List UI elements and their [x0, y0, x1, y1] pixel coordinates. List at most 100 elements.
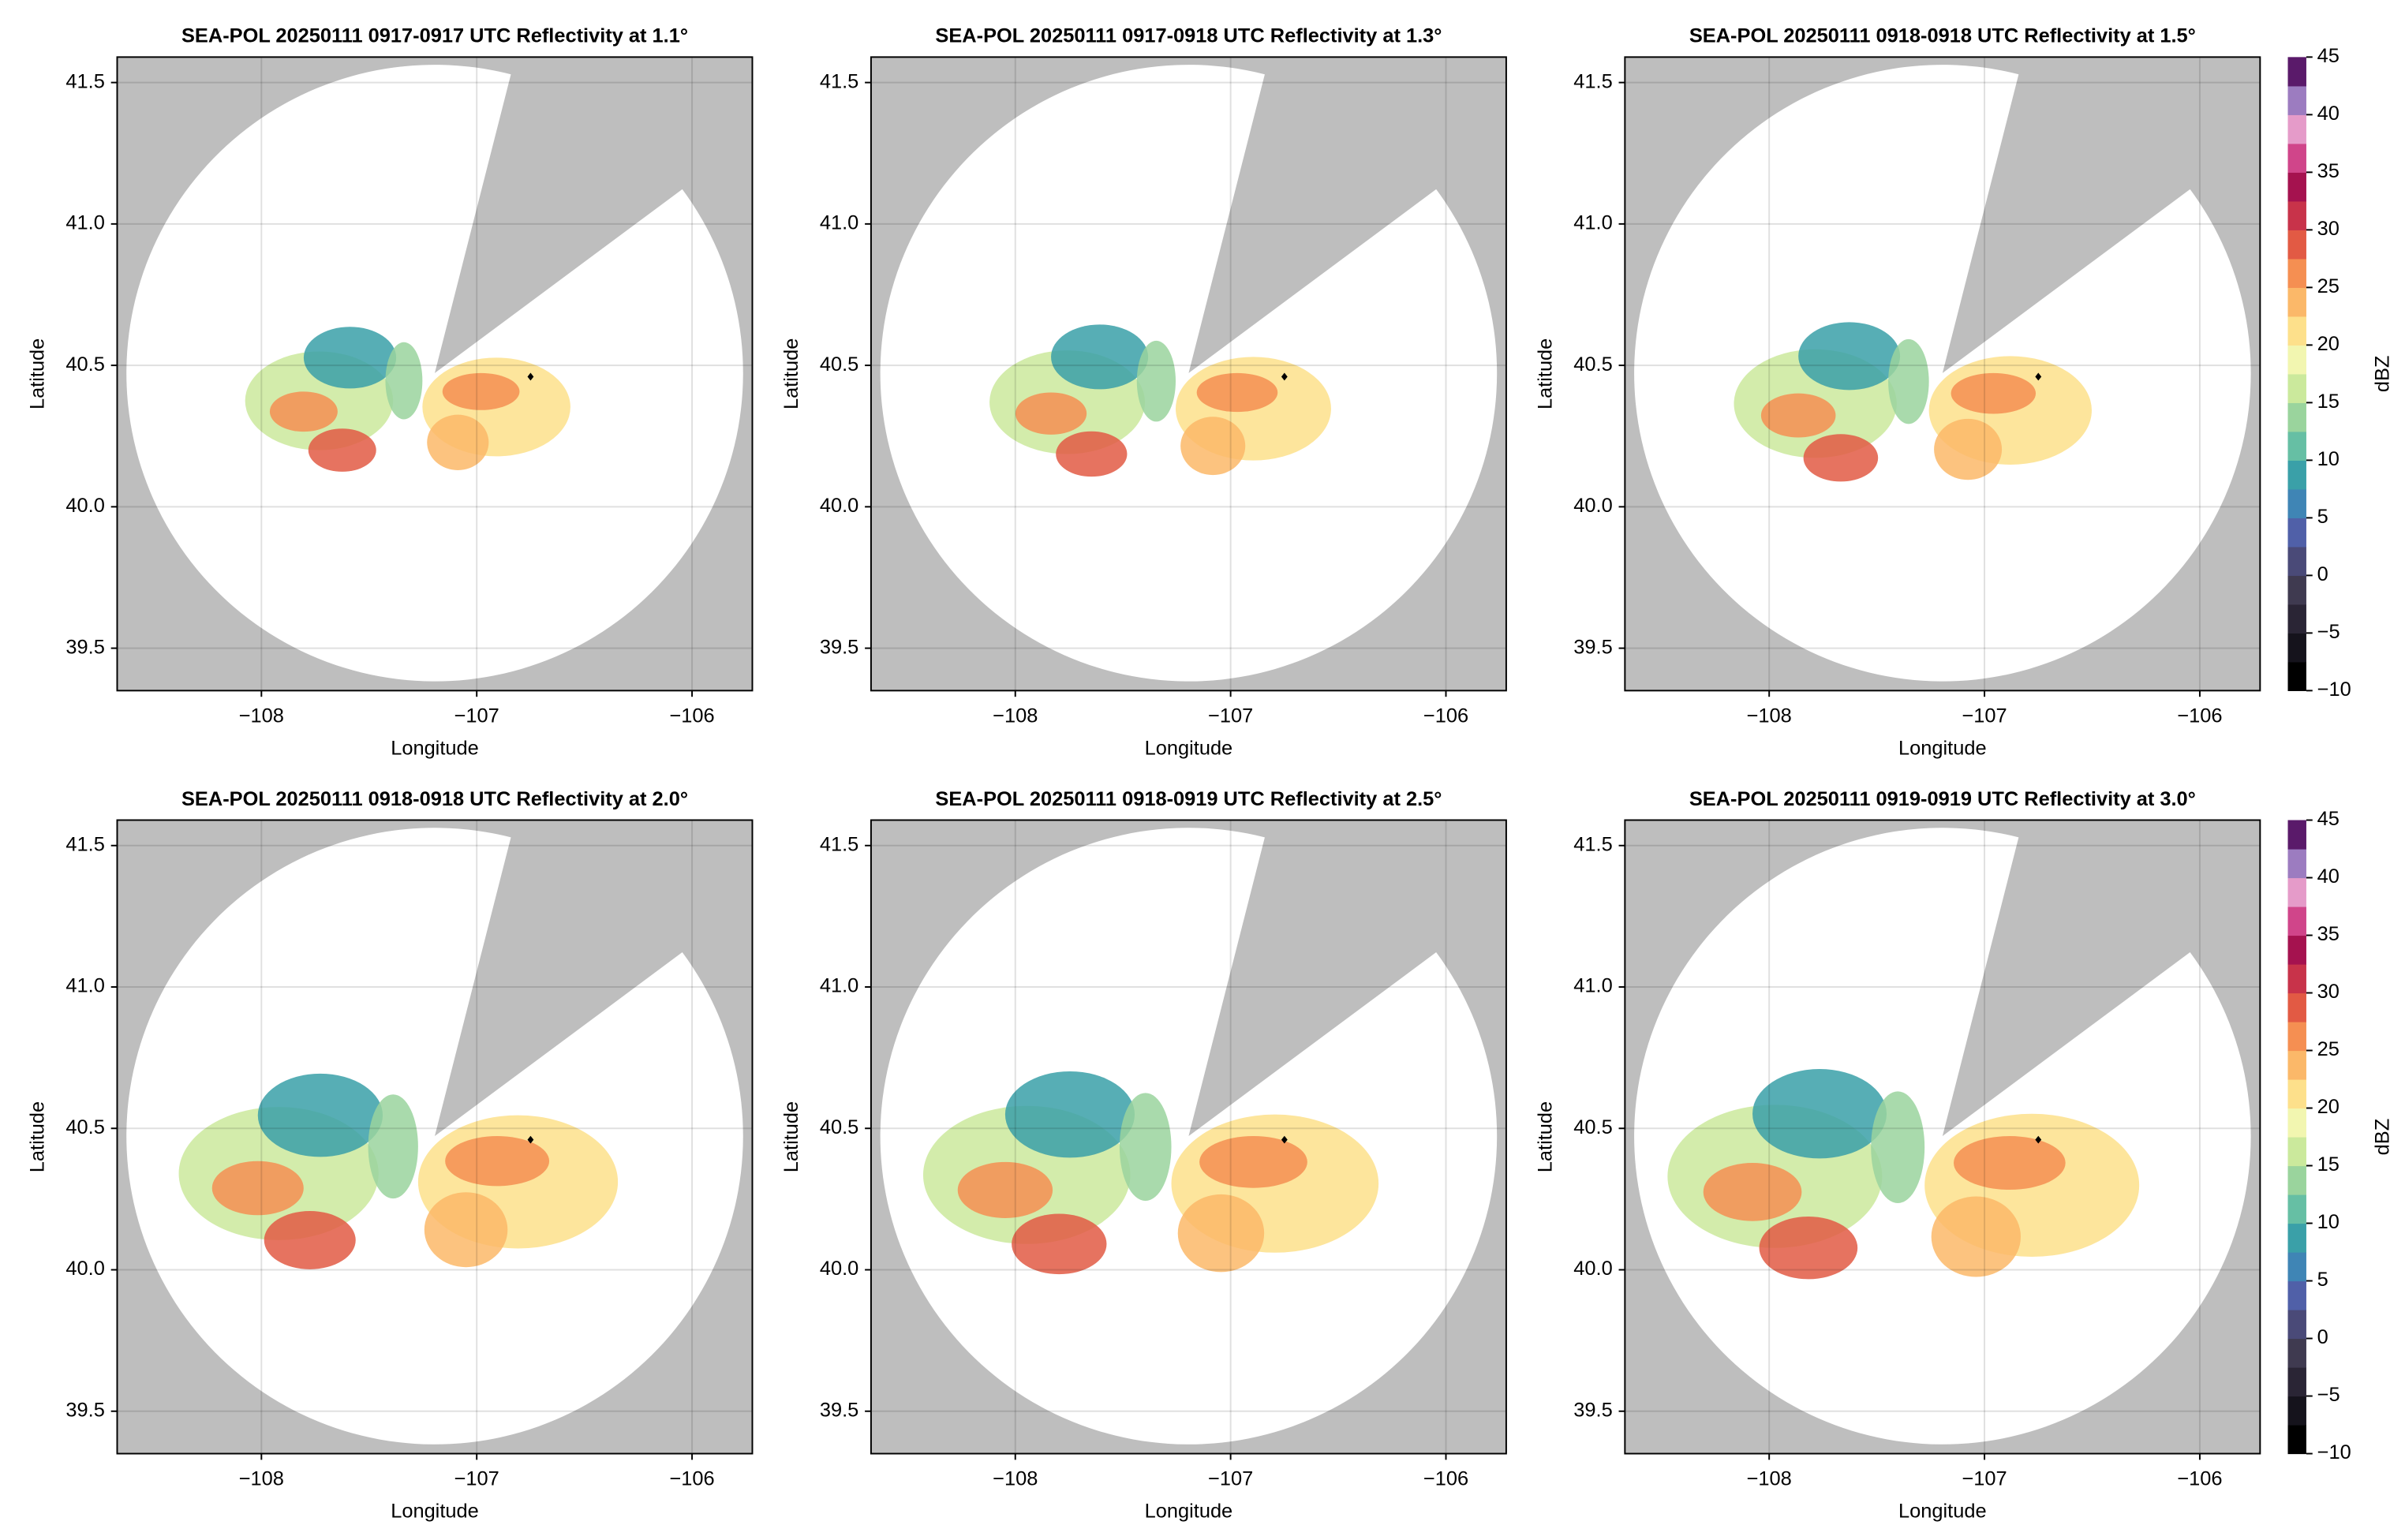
y-tick-label: 41.0 — [65, 975, 104, 997]
colorbar-bin — [2287, 992, 2306, 1022]
y-tick-label: 40.0 — [65, 1258, 104, 1280]
colorbar-label: dBZ — [2371, 1119, 2393, 1156]
plot-area — [117, 57, 753, 691]
colorbar-bin — [2287, 661, 2306, 691]
echo — [442, 372, 520, 410]
colorbar-tick-label: 20 — [2317, 1096, 2340, 1118]
colorbar-tick-label: 5 — [2317, 1269, 2328, 1291]
echo — [368, 1094, 418, 1199]
x-tick-label: −107 — [454, 1467, 499, 1490]
colorbar-bin — [2287, 1396, 2306, 1426]
y-tick-label: 40.0 — [1573, 495, 1612, 517]
echo — [1012, 1213, 1107, 1275]
radar-marker — [1281, 372, 1288, 381]
colorbar-bin — [2287, 316, 2306, 346]
colorbar-bin — [2287, 1079, 2306, 1109]
colorbar-bin — [2287, 518, 2306, 548]
y-axis-label: Latitude — [27, 1101, 49, 1172]
axes-frame — [116, 819, 754, 1455]
colorbar-bin — [2287, 287, 2306, 317]
y-tick-label: 39.5 — [65, 1399, 104, 1421]
chart-title: SEA-POL 20250111 0918-0919 UTC Reflectiv… — [935, 788, 1442, 810]
axes-frame — [1624, 819, 2261, 1455]
plot-area — [1625, 820, 2261, 1454]
x-tick-label: −108 — [993, 705, 1038, 727]
radar-marker — [2035, 372, 2042, 381]
axes-frame — [870, 819, 1507, 1455]
colorbar-bin — [2287, 172, 2306, 202]
chart-title: SEA-POL 20250111 0917-0918 UTC Reflectiv… — [935, 25, 1442, 47]
plot-area — [117, 820, 753, 1454]
axes-frame — [870, 56, 1507, 692]
y-tick-label: 39.5 — [1573, 636, 1612, 658]
colorbar-tick-label: 30 — [2317, 981, 2340, 1003]
echo — [1180, 417, 1246, 476]
colorbar-bin — [2287, 1338, 2306, 1368]
chart-title: SEA-POL 20250111 0917-0917 UTC Reflectiv… — [181, 25, 688, 47]
colorbar-tick-label: −10 — [2317, 1441, 2351, 1463]
colorbar-bin — [2287, 114, 2306, 144]
colorbar-bin — [2287, 200, 2306, 230]
coverage — [880, 65, 1498, 682]
y-tick-label: 40.0 — [820, 1258, 858, 1280]
coverage — [880, 828, 1498, 1445]
colorbar-tick-label: 15 — [2317, 1153, 2340, 1176]
echo — [1051, 324, 1149, 390]
y-tick-label: 39.5 — [1573, 1399, 1612, 1421]
echo — [1004, 1071, 1135, 1158]
colorbar-bin — [2287, 1310, 2306, 1340]
y-axis-label: Latitude — [780, 1101, 802, 1172]
y-tick-label: 40.5 — [1573, 353, 1612, 376]
colorbar-bin — [2287, 1194, 2306, 1224]
colorbar-bin — [2287, 1108, 2306, 1138]
colorbar-bin — [2287, 1223, 2306, 1253]
x-tick-label: −107 — [1962, 1467, 2007, 1490]
x-tick-label: −106 — [2177, 1467, 2222, 1490]
colorbar-tick-label: 20 — [2317, 333, 2340, 355]
colorbar-bin — [2287, 604, 2306, 634]
colorbar-bin — [2287, 1165, 2306, 1195]
radar-marker — [1281, 1135, 1288, 1144]
echo — [1752, 1069, 1887, 1159]
y-axis-label: Latitude — [780, 338, 802, 409]
echo — [264, 1210, 356, 1269]
colorbar-bin — [2287, 143, 2306, 173]
radar-marker — [527, 372, 534, 381]
echo — [1199, 1136, 1307, 1188]
panel: SEA-POL 20250111 0919-0919 UTC Reflectiv… — [1534, 788, 2393, 1523]
echo — [1119, 1093, 1172, 1202]
y-axis-label: Latitude — [27, 338, 49, 409]
colorbar-bin — [2287, 935, 2306, 965]
x-tick-label: −108 — [1747, 1467, 1792, 1490]
y-tick-label: 40.0 — [65, 495, 104, 517]
colorbar-bin — [2287, 1252, 2306, 1282]
y-tick-label: 41.0 — [820, 212, 858, 234]
colorbar-bin — [2287, 1022, 2306, 1052]
y-tick-label: 39.5 — [820, 1399, 858, 1421]
colorbar-tick-label: 40 — [2317, 865, 2340, 888]
x-tick-label: −107 — [454, 705, 499, 727]
x-tick-label: −106 — [669, 1467, 714, 1490]
x-axis-label: Longitude — [1898, 1500, 1987, 1522]
colorbar-tick-label: −5 — [2317, 621, 2340, 643]
colorbar-tick-label: 10 — [2317, 1211, 2340, 1233]
colorbar-bin — [2287, 1050, 2306, 1080]
colorbar-tick-label: 40 — [2317, 103, 2340, 125]
x-tick-label: −107 — [1962, 705, 2007, 727]
colorbar-label: dBZ — [2371, 356, 2393, 393]
x-tick-label: −108 — [1747, 705, 1792, 727]
colorbar-tick-label: 45 — [2317, 808, 2340, 830]
y-tick-label: 40.5 — [65, 1116, 104, 1138]
echo — [1703, 1163, 1802, 1221]
colorbar-bin — [2287, 849, 2306, 879]
colorbar-bin — [2287, 57, 2306, 87]
chart-title: SEA-POL 20250111 0918-0918 UTC Reflectiv… — [1689, 25, 2196, 47]
colorbar-tick-label: 25 — [2317, 1038, 2340, 1060]
x-tick-label: −106 — [2177, 705, 2222, 727]
echo — [1931, 1196, 2022, 1277]
y-tick-label: 41.5 — [820, 833, 858, 855]
echo — [1954, 1136, 2066, 1191]
x-axis-label: Longitude — [1145, 737, 1233, 759]
